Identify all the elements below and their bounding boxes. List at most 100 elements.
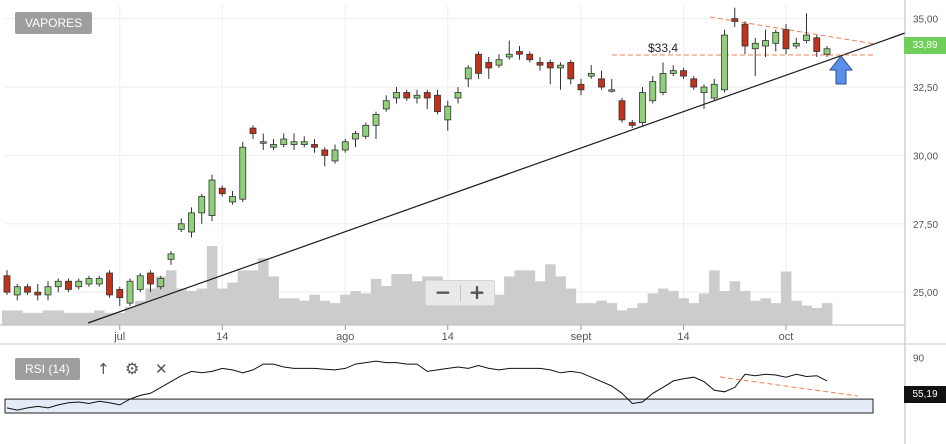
candle-body xyxy=(147,272,154,285)
candle-body xyxy=(690,78,698,88)
candle-body xyxy=(762,40,769,47)
candle-body xyxy=(106,272,113,296)
volume-bar xyxy=(155,276,167,325)
volume-bar xyxy=(247,270,259,325)
volume-bar xyxy=(1,310,13,325)
volume-bar xyxy=(821,303,833,325)
candle-body xyxy=(475,53,482,74)
volume-bar xyxy=(145,288,156,325)
zoom-out-button[interactable]: − xyxy=(434,280,452,304)
last-price-label: 33,89 xyxy=(904,37,946,54)
candle-body xyxy=(741,23,749,47)
volume-bar xyxy=(350,291,361,325)
y-tick-label: 35,00 xyxy=(913,15,938,26)
candle-body xyxy=(352,133,359,140)
zoom-divider xyxy=(460,285,461,301)
candle-body xyxy=(823,48,831,55)
candle-body xyxy=(454,92,462,99)
volume-bar xyxy=(22,312,33,325)
candle-body xyxy=(24,286,31,293)
rsi-dashed-trendline xyxy=(719,376,859,397)
y-tick-label: 25,00 xyxy=(913,288,938,299)
volume-bar xyxy=(53,310,64,325)
volume-bar xyxy=(258,258,269,325)
volume-bar xyxy=(575,303,587,325)
volume-bars xyxy=(1,246,833,325)
gear-icon[interactable]: ⚙ xyxy=(125,359,140,378)
volume-bar xyxy=(135,300,146,325)
candle-body xyxy=(136,275,144,290)
volume-bar xyxy=(791,300,802,325)
volume-bar xyxy=(73,312,85,325)
volume-bar xyxy=(770,303,782,325)
candle-body xyxy=(218,187,226,195)
candle-body xyxy=(321,149,329,156)
rsi-line xyxy=(6,360,828,411)
candle-body xyxy=(628,122,636,126)
x-tick-label: 14 xyxy=(216,331,228,343)
volume-bar xyxy=(555,276,566,325)
volume-bar xyxy=(104,312,115,325)
y-tick-label: 30,00 xyxy=(913,151,938,162)
volume-bar xyxy=(627,308,638,325)
candle-body xyxy=(157,278,165,288)
close-icon[interactable]: ✕ xyxy=(155,360,168,378)
volume-bar xyxy=(63,312,74,325)
volume-bar xyxy=(750,300,761,325)
volume-bar xyxy=(32,312,44,325)
volume-bar xyxy=(647,293,659,325)
candle-body xyxy=(188,212,195,233)
candle-body xyxy=(290,141,298,145)
volume-bar xyxy=(719,291,730,325)
candle-body xyxy=(229,196,236,203)
price-annotation: $33,4 xyxy=(648,41,678,55)
zoom-in-button[interactable]: + xyxy=(468,280,486,304)
candle-body xyxy=(485,62,493,69)
volume-bar xyxy=(268,276,279,325)
candle-body xyxy=(270,144,277,148)
x-tick-label: ago xyxy=(336,331,354,343)
volume-bar xyxy=(534,281,546,325)
volume-bar xyxy=(586,303,597,325)
candle-body xyxy=(464,67,472,80)
volume-bar xyxy=(780,271,792,325)
volume-bar xyxy=(329,303,341,325)
volume-bar xyxy=(309,294,320,325)
candle-body xyxy=(587,72,595,77)
candle-body xyxy=(249,127,257,134)
rsi-value-label: 55,19 xyxy=(904,386,946,403)
volume-bar xyxy=(381,286,392,325)
volume-bar xyxy=(12,310,23,325)
volume-bar xyxy=(217,288,228,325)
volume-bar xyxy=(124,306,136,325)
candle-body xyxy=(393,92,400,99)
candle-body xyxy=(372,114,380,126)
volume-bar xyxy=(370,278,382,325)
candle-body xyxy=(505,53,513,58)
series-label[interactable]: VAPORES xyxy=(15,12,93,34)
candle-body xyxy=(198,196,206,214)
volume-bar xyxy=(288,298,300,325)
volume-bar xyxy=(596,300,607,325)
candle-body xyxy=(669,70,677,74)
y-tick-label: 32,50 xyxy=(913,83,938,94)
volume-bar xyxy=(176,288,187,325)
volume-bar xyxy=(299,300,310,325)
candle-body xyxy=(34,291,42,296)
volume-bar xyxy=(196,288,208,325)
candle-body xyxy=(546,62,554,69)
arrow-up-marker xyxy=(828,55,854,85)
volume-bar xyxy=(340,294,351,325)
candle-body xyxy=(618,100,626,121)
candle-body xyxy=(259,141,267,144)
rsi-tick-label: 90 xyxy=(913,353,925,364)
candle-body xyxy=(75,280,83,288)
x-tick-label: oct xyxy=(779,331,794,343)
candle-body xyxy=(208,179,216,216)
candle-body xyxy=(177,223,185,230)
rsi-indicator-label[interactable]: RSI (14) xyxy=(15,358,80,380)
candle-body xyxy=(598,78,605,88)
arrow-up-icon[interactable]: ↑ xyxy=(97,360,110,378)
